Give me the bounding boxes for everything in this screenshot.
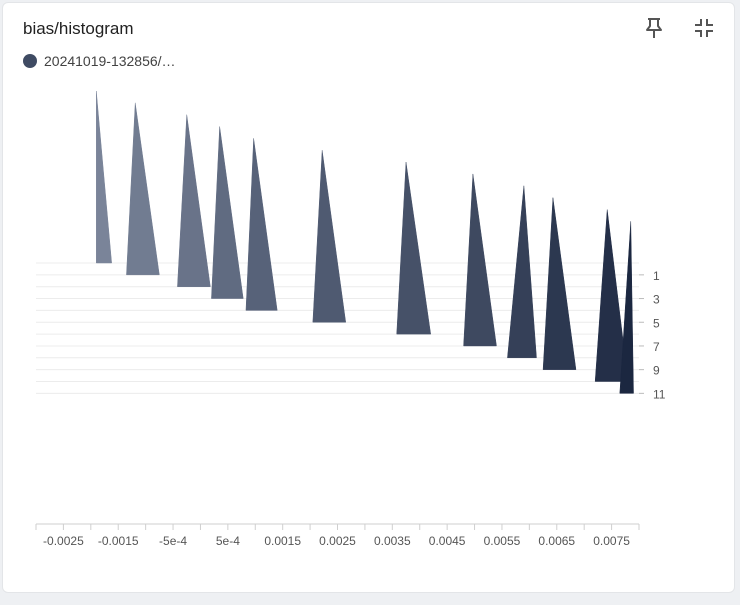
card-title: bias/histogram [23,19,134,38]
x-tick-label: 0.0025 [319,534,356,548]
histogram-step-10 [594,209,629,382]
y-tick-label: 5 [653,316,660,330]
x-tick-label: 5e-4 [216,534,240,548]
histogram-step-6 [396,162,431,335]
histogram-step-4 [245,138,278,311]
y-tick-label: 11 [653,387,666,401]
x-tick-label: -0.0025 [43,534,84,548]
histogram-plot: 1 3 5 7 9 11 -0.0025 -0.0015 -5e-4 5e-4 0.0015 0.00… [35,90,666,548]
histogram-step-1 [126,102,160,276]
histogram-step-5 [312,150,347,323]
x-tick-label: 0.0045 [429,534,466,548]
legend-run-name: 20241019-132856/… [44,53,176,69]
x-tick-label: 0.0055 [484,534,521,548]
legend-swatch [23,54,37,68]
y-tick-label: 1 [653,269,660,283]
pin-icon[interactable] [641,15,667,41]
histogram-step-9 [542,197,577,370]
histogram-step-3 [211,126,244,299]
y-tick-label: 9 [653,364,660,378]
histogram-step-11 [619,221,634,394]
x-tick-label: 0.0035 [374,534,411,548]
histogram-marks [96,90,634,394]
y-tick-label: 7 [653,340,660,354]
histogram-step-8 [507,185,537,359]
x-tick-label: 0.0065 [538,534,575,548]
fullscreen-exit-icon[interactable] [691,15,717,41]
histogram-card: bias/histogram 20241019-132856/… 1 3 5 7 9 11… [2,2,735,593]
legend: 20241019-132856/… [23,53,176,69]
y-tick-label: 3 [653,293,660,307]
histogram-step-2 [177,114,211,287]
x-tick-label: 0.0075 [593,534,630,548]
histogram-step-0 [96,90,112,264]
histogram-step-7 [463,173,497,347]
x-tick-label: 0.0015 [264,534,301,548]
x-tick-label: -0.0015 [98,534,139,548]
x-tick-label: -5e-4 [159,534,187,548]
